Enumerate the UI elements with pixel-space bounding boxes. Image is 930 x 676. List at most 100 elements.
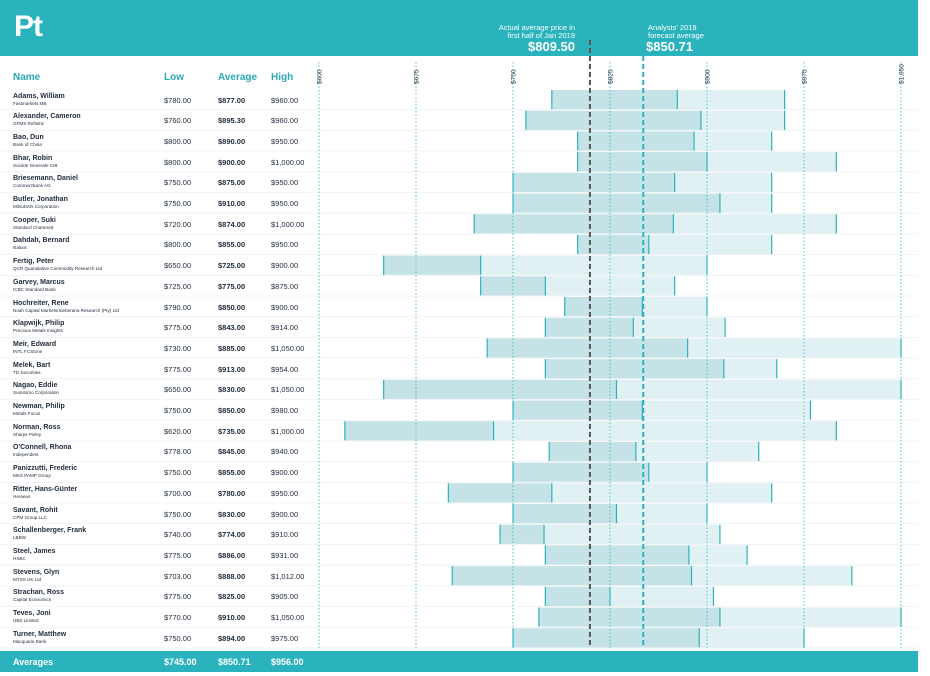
table-row: Panizzutti, Frederic MKS PAMP Group $750.0… <box>0 462 320 482</box>
bar-low-to-average <box>452 566 692 586</box>
table-row: Alexander, Cameron GFMS Refinitiv $760.00 $… <box>0 110 320 130</box>
analyst-organization: Independent <box>13 452 39 458</box>
tick-label: $675 <box>414 69 421 84</box>
high-value: $950.00 <box>271 488 299 498</box>
high-value: $980.00 <box>271 406 299 415</box>
analyst-organization: Heraeus <box>13 493 31 499</box>
bar-average-to-high <box>694 131 772 151</box>
table-row: Fertig, Peter QCR Quantitative Commodity … <box>0 255 320 275</box>
high-value: $1,012.00 <box>271 571 305 581</box>
bar-average-to-high <box>480 255 707 275</box>
analyst-name: Schallenberger, Frank <box>13 527 87 535</box>
analyst-organization: Metals Focus <box>13 411 41 416</box>
tick-label: $900 <box>705 69 712 84</box>
analyst-name: Norman, Ross <box>13 423 61 431</box>
table-row: Newman, Philip Metals Focus $750.00 $850.00… <box>0 400 320 420</box>
analyst-name: Turner, Matthew <box>13 630 67 638</box>
low-value: $800.00 <box>164 136 192 146</box>
table-row: Dahdah, Bernard Natixis $800.00 $855.00 $950… <box>0 234 320 254</box>
low-value: $800.00 <box>164 240 192 250</box>
bar-low-to-average <box>513 628 700 648</box>
analyst-name: Klapwijk, Philip <box>13 320 65 328</box>
averages-low: $745.00 <box>164 657 197 667</box>
bar-average-to-high <box>544 524 720 544</box>
table-row: Cooper, Suki Standard Chartered $720.00 $87… <box>0 214 320 234</box>
bar-low-to-average <box>500 524 545 544</box>
average-value: $780.00 <box>218 488 246 498</box>
analyst-organization: Natixis <box>13 245 27 251</box>
high-value: $950.00 <box>271 240 299 250</box>
average-value: $885.00 <box>218 343 246 353</box>
low-value: $620.00 <box>164 426 192 436</box>
bar-average-to-high <box>674 172 772 192</box>
analyst-organization: INTL FCStone <box>13 348 43 354</box>
analyst-organization: Macquarie Bank <box>13 638 47 644</box>
low-value: $750.00 <box>164 468 192 478</box>
high-value: $1,000.00 <box>271 219 305 229</box>
low-value: $775.00 <box>164 323 192 333</box>
average-value: $874.00 <box>218 219 246 229</box>
average-value: $910.00 <box>218 613 246 622</box>
average-value: $877.00 <box>218 95 246 105</box>
bar-average-to-high <box>493 421 837 441</box>
high-value: $940.00 <box>271 447 299 457</box>
column-header-high: High <box>271 72 294 83</box>
averages-average: $850.71 <box>218 657 251 667</box>
high-value: $1,000.00 <box>271 426 305 436</box>
low-value: $750.00 <box>164 406 192 415</box>
high-value: $960.00 <box>271 95 299 105</box>
bar-average-to-high <box>648 462 707 482</box>
bar-low-to-average <box>474 214 674 234</box>
high-value: $900.00 <box>271 468 299 478</box>
high-value: $1,000.00 <box>271 157 305 167</box>
bar-low-to-average <box>383 255 481 275</box>
average-value: $855.00 <box>218 240 246 250</box>
bar-low-to-average <box>545 317 634 337</box>
analyst-name: Butler, Jonathan <box>13 196 68 203</box>
analyst-name: Teves, Joni <box>13 610 51 617</box>
high-value: $950.00 <box>271 178 299 188</box>
analyst-organization: Precious Metals Insights <box>13 328 63 334</box>
bar-average-to-high <box>642 400 811 420</box>
high-value: $910.00 <box>271 530 299 540</box>
bar-low-to-average <box>577 234 649 255</box>
analyst-organization: MKS PAMP Group <box>13 473 51 479</box>
analyst-organization: Societe Generale CIB <box>13 162 58 168</box>
low-value: $790.00 <box>164 302 192 312</box>
bar-low-to-average <box>549 441 636 462</box>
forecast-note-line2: forecast average <box>648 31 704 40</box>
average-value: $850.00 <box>218 302 246 312</box>
bar-low-to-average <box>448 483 552 503</box>
average-value: $850.00 <box>218 406 246 415</box>
bar-low-to-average <box>545 359 724 379</box>
table-row: Garvey, Marcus ICBC Standard Bank $725.00 $… <box>0 276 320 296</box>
forecast-note-value: $850.71 <box>646 39 693 54</box>
low-value: $650.00 <box>164 385 192 395</box>
bar-low-to-average <box>344 421 494 441</box>
analyst-organization: TD Securities <box>13 369 41 375</box>
analyst-name: Strachan, Ross <box>13 589 64 597</box>
bar-average-to-high <box>719 607 901 627</box>
table-row: O'Connell, Rhona Independent $778.00 $845.0… <box>0 441 320 461</box>
low-value: $775.00 <box>164 364 192 374</box>
average-value: $900.00 <box>218 157 246 167</box>
low-value: $750.00 <box>164 633 192 643</box>
bar-average-to-high <box>635 441 759 462</box>
bar-low-to-average <box>383 379 617 399</box>
bar-average-to-high <box>633 317 726 337</box>
tick-label: $825 <box>608 69 615 84</box>
average-value: $855.00 <box>218 468 246 478</box>
table-row: Ritter, Hans-Günter Heraeus $700.00 $780.00… <box>0 483 320 503</box>
tick-label: $1,050 <box>899 64 906 84</box>
analyst-organization: HSBC <box>13 555 26 561</box>
analyst-name: Stevens, Glyn <box>13 568 60 576</box>
bar-average-to-high <box>616 379 901 399</box>
low-value: $700.00 <box>164 488 192 498</box>
bar-low-to-average <box>513 400 643 420</box>
low-value: $800.00 <box>164 157 192 167</box>
bar-low-to-average <box>513 462 649 482</box>
table-row: Norman, Ross Sharps Pixley $620.00 $735.00 $… <box>0 421 320 441</box>
average-value: $843.00 <box>218 323 246 333</box>
high-value: $960.00 <box>271 116 299 126</box>
